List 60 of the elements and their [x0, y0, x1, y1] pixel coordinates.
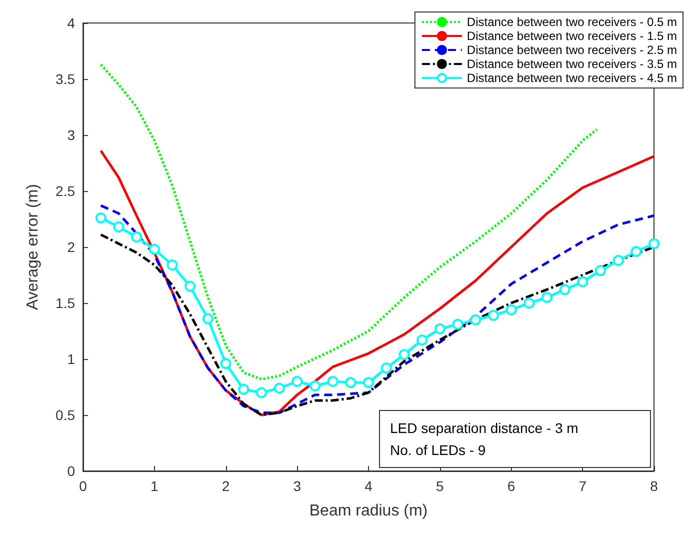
x-tick-label: 4 — [364, 478, 373, 494]
x-tick-label: 8 — [650, 478, 658, 494]
legend-label: Distance between two receivers - 1.5 m — [466, 29, 678, 43]
point — [345, 377, 356, 388]
y-axis-title: Average error (m) — [24, 184, 42, 310]
point — [506, 304, 517, 316]
point — [380, 362, 392, 374]
y-tick-label: 2 — [67, 239, 76, 255]
point — [541, 292, 552, 303]
point — [202, 313, 214, 324]
point — [452, 318, 464, 330]
point — [131, 231, 142, 242]
x-tick-label: 3 — [293, 478, 302, 494]
point — [166, 259, 178, 270]
x-tick-label: 6 — [507, 478, 516, 494]
y-tick-label: 1.5 — [56, 295, 76, 311]
legend-label: Distance between two receivers - 0.5 m — [466, 15, 678, 29]
point — [648, 238, 660, 250]
point — [559, 284, 570, 296]
annotation: LED separation distance - 3 m — [390, 419, 580, 438]
point — [256, 387, 267, 398]
y-tick-label: 2.5 — [56, 183, 76, 199]
point — [292, 376, 303, 387]
x-axis-title: Beam radius (m) — [309, 502, 428, 520]
point — [577, 276, 588, 288]
y-tick-label: 4 — [67, 15, 76, 31]
point — [274, 382, 285, 394]
point — [238, 384, 250, 395]
point — [398, 349, 410, 360]
point — [630, 246, 642, 257]
point — [184, 280, 196, 292]
point — [612, 254, 624, 266]
point — [113, 221, 124, 232]
annotation: No. of LEDs - 9 — [390, 441, 487, 460]
point — [434, 323, 446, 334]
point — [488, 310, 499, 321]
x-tick-label: 0 — [79, 478, 88, 494]
y-tick-label: 3.5 — [56, 71, 76, 87]
legend-label: Distance between two receivers - 3.5 m — [466, 57, 678, 71]
y-tick-label: 1 — [67, 351, 76, 367]
x-tick-label: 5 — [436, 478, 444, 494]
legend-label: Distance between two receivers - 2.5 m — [466, 43, 678, 57]
legend-label: Distance between two receivers - 4.5 m — [466, 71, 678, 85]
point — [220, 358, 232, 369]
point — [95, 212, 106, 224]
x-tick-label: 1 — [150, 478, 158, 494]
y-tick-label: 3 — [67, 127, 76, 143]
y-tick-label: 0 — [67, 463, 76, 479]
x-tick-label: 2 — [222, 478, 230, 494]
point — [524, 298, 535, 308]
point — [148, 244, 160, 255]
point — [327, 376, 338, 387]
point — [470, 314, 482, 326]
point — [416, 334, 428, 346]
point — [309, 380, 320, 392]
note-box: LED separation distance - 3 m No. of LEDs - 9 — [379, 410, 651, 468]
point — [363, 377, 374, 388]
y-tick-label: 0.5 — [56, 407, 76, 423]
x-tick-label: 7 — [578, 478, 587, 494]
point — [594, 265, 606, 276]
